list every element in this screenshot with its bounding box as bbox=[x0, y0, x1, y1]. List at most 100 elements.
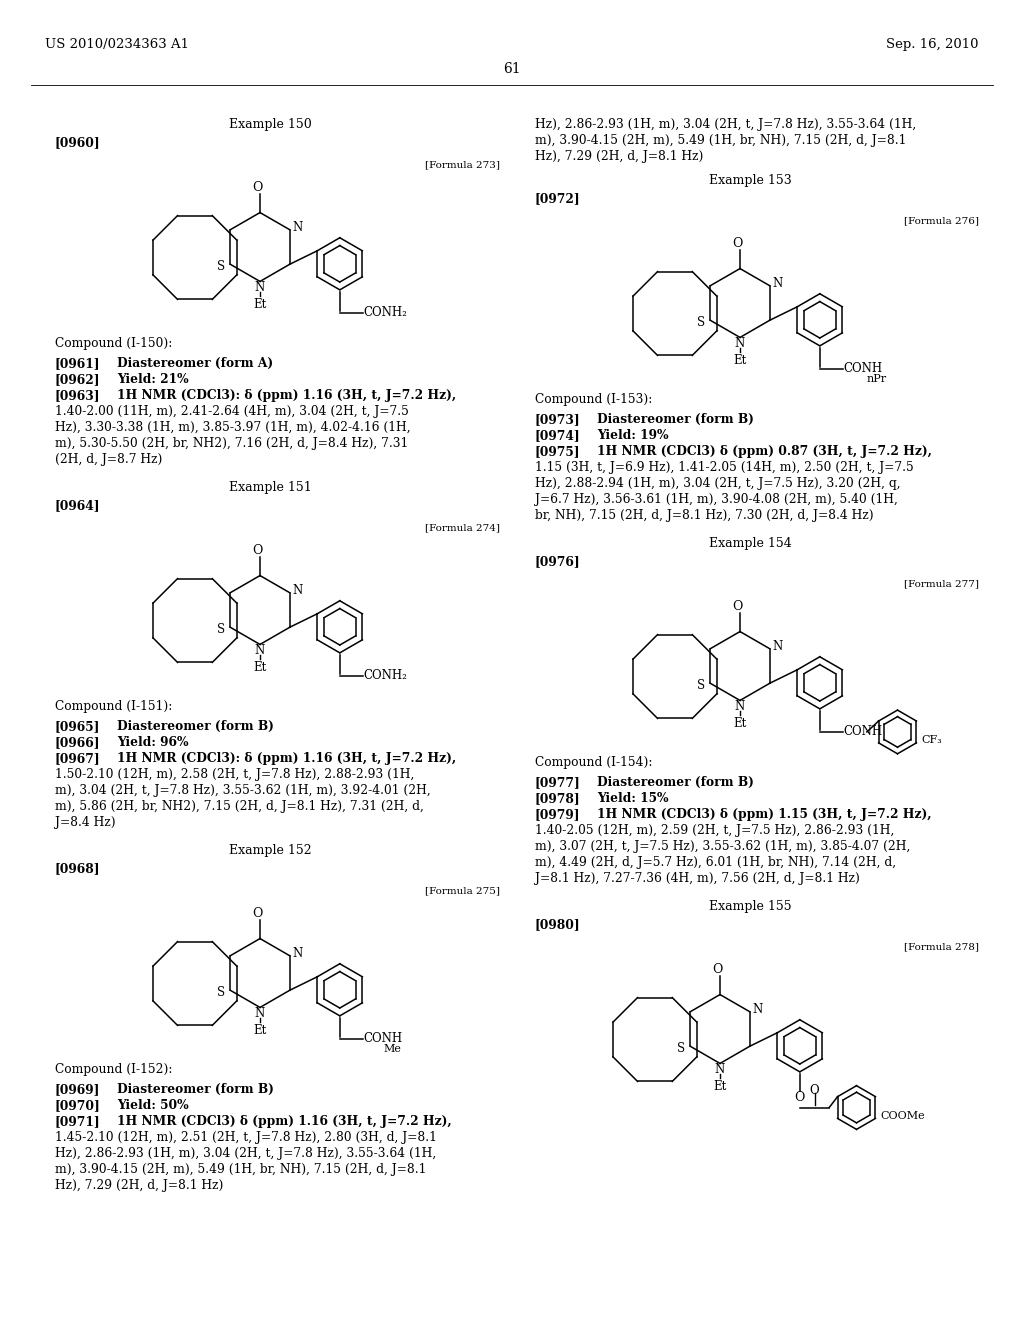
Text: [0970]: [0970] bbox=[55, 1100, 100, 1111]
Text: Et: Et bbox=[733, 717, 746, 730]
Text: Compound (I-150):: Compound (I-150): bbox=[55, 337, 172, 350]
Text: 61: 61 bbox=[503, 62, 521, 77]
Text: COOMe: COOMe bbox=[881, 1111, 925, 1121]
Text: [Formula 277]: [Formula 277] bbox=[904, 579, 979, 587]
Text: 1H NMR (CDCl3): δ (ppm) 1.16 (3H, t, J=7.2 Hz),: 1H NMR (CDCl3): δ (ppm) 1.16 (3H, t, J=7… bbox=[117, 752, 457, 766]
Text: Example 153: Example 153 bbox=[709, 174, 792, 187]
Text: Et: Et bbox=[714, 1080, 727, 1093]
Text: S: S bbox=[697, 315, 705, 329]
Text: [Formula 276]: [Formula 276] bbox=[904, 216, 979, 224]
Text: Et: Et bbox=[733, 354, 746, 367]
Text: CONH: CONH bbox=[844, 726, 883, 738]
Text: m), 3.07 (2H, t, J=7.5 Hz), 3.55-3.62 (1H, m), 3.85-4.07 (2H,: m), 3.07 (2H, t, J=7.5 Hz), 3.55-3.62 (1… bbox=[535, 840, 910, 853]
Text: Diastereomer (form B): Diastereomer (form B) bbox=[117, 719, 273, 733]
Text: m), 3.90-4.15 (2H, m), 5.49 (1H, br, NH), 7.15 (2H, d, J=8.1: m), 3.90-4.15 (2H, m), 5.49 (1H, br, NH)… bbox=[535, 135, 906, 147]
Text: Compound (I-154):: Compound (I-154): bbox=[535, 756, 652, 770]
Text: m), 3.90-4.15 (2H, m), 5.49 (1H, br, NH), 7.15 (2H, d, J=8.1: m), 3.90-4.15 (2H, m), 5.49 (1H, br, NH)… bbox=[55, 1163, 426, 1176]
Text: N: N bbox=[772, 277, 782, 290]
Text: 1H NMR (CDCl3) δ (ppm) 1.15 (3H, t, J=7.2 Hz),: 1H NMR (CDCl3) δ (ppm) 1.15 (3H, t, J=7.… bbox=[597, 808, 932, 821]
Text: [0975]: [0975] bbox=[535, 445, 581, 458]
Text: CONH: CONH bbox=[844, 363, 883, 375]
Text: [0966]: [0966] bbox=[55, 737, 100, 748]
Text: Hz), 2.88-2.94 (1H, m), 3.04 (2H, t, J=7.5 Hz), 3.20 (2H, q,: Hz), 2.88-2.94 (1H, m), 3.04 (2H, t, J=7… bbox=[535, 477, 901, 490]
Text: Et: Et bbox=[253, 298, 266, 312]
Text: N: N bbox=[715, 1063, 725, 1076]
Text: N: N bbox=[292, 585, 302, 597]
Text: J=6.7 Hz), 3.56-3.61 (1H, m), 3.90-4.08 (2H, m), 5.40 (1H,: J=6.7 Hz), 3.56-3.61 (1H, m), 3.90-4.08 … bbox=[535, 492, 898, 506]
Text: CF₃: CF₃ bbox=[922, 735, 942, 746]
Text: S: S bbox=[217, 986, 225, 999]
Text: 1.40-2.00 (11H, m), 2.41-2.64 (4H, m), 3.04 (2H, t, J=7.5: 1.40-2.00 (11H, m), 2.41-2.64 (4H, m), 3… bbox=[55, 405, 409, 418]
Text: O: O bbox=[253, 544, 263, 557]
Text: 1.45-2.10 (12H, m), 2.51 (2H, t, J=7.8 Hz), 2.80 (3H, d, J=8.1: 1.45-2.10 (12H, m), 2.51 (2H, t, J=7.8 H… bbox=[55, 1131, 437, 1144]
Text: Hz), 7.29 (2H, d, J=8.1 Hz): Hz), 7.29 (2H, d, J=8.1 Hz) bbox=[535, 150, 703, 162]
Text: [0977]: [0977] bbox=[535, 776, 581, 789]
Text: Yield: 96%: Yield: 96% bbox=[117, 737, 188, 748]
Text: [0973]: [0973] bbox=[535, 413, 581, 426]
Text: O: O bbox=[810, 1084, 819, 1097]
Text: US 2010/0234363 A1: US 2010/0234363 A1 bbox=[45, 38, 189, 51]
Text: Example 151: Example 151 bbox=[228, 480, 311, 494]
Text: [0965]: [0965] bbox=[55, 719, 100, 733]
Text: Yield: 50%: Yield: 50% bbox=[117, 1100, 188, 1111]
Text: [0964]: [0964] bbox=[55, 499, 100, 512]
Text: 1.40-2.05 (12H, m), 2.59 (2H, t, J=7.5 Hz), 2.86-2.93 (1H,: 1.40-2.05 (12H, m), 2.59 (2H, t, J=7.5 H… bbox=[535, 824, 894, 837]
Text: [0972]: [0972] bbox=[535, 191, 581, 205]
Text: Diastereomer (form B): Diastereomer (form B) bbox=[597, 413, 754, 426]
Text: [0962]: [0962] bbox=[55, 374, 100, 385]
Text: Example 150: Example 150 bbox=[228, 117, 311, 131]
Text: J=8.1 Hz), 7.27-7.36 (4H, m), 7.56 (2H, d, J=8.1 Hz): J=8.1 Hz), 7.27-7.36 (4H, m), 7.56 (2H, … bbox=[535, 873, 860, 884]
Text: nPr: nPr bbox=[867, 375, 887, 384]
Text: CONH₂: CONH₂ bbox=[364, 306, 408, 319]
Text: Diastereomer (form A): Diastereomer (form A) bbox=[117, 356, 273, 370]
Text: Compound (I-153):: Compound (I-153): bbox=[535, 393, 652, 407]
Text: N: N bbox=[255, 281, 265, 294]
Text: Yield: 15%: Yield: 15% bbox=[597, 792, 669, 805]
Text: [0969]: [0969] bbox=[55, 1082, 100, 1096]
Text: N: N bbox=[753, 1003, 763, 1016]
Text: [Formula 275]: [Formula 275] bbox=[425, 886, 500, 895]
Text: CONH₂: CONH₂ bbox=[364, 669, 408, 682]
Text: [Formula 278]: [Formula 278] bbox=[904, 942, 979, 950]
Text: [0960]: [0960] bbox=[55, 136, 100, 149]
Text: S: S bbox=[697, 678, 705, 692]
Text: Compound (I-152):: Compound (I-152): bbox=[55, 1063, 172, 1076]
Text: N: N bbox=[292, 948, 302, 960]
Text: m), 4.49 (2H, d, J=5.7 Hz), 6.01 (1H, br, NH), 7.14 (2H, d,: m), 4.49 (2H, d, J=5.7 Hz), 6.01 (1H, br… bbox=[535, 855, 896, 869]
Text: Hz), 2.86-2.93 (1H, m), 3.04 (2H, t, J=7.8 Hz), 3.55-3.64 (1H,: Hz), 2.86-2.93 (1H, m), 3.04 (2H, t, J=7… bbox=[55, 1147, 436, 1160]
Text: O: O bbox=[795, 1090, 805, 1104]
Text: S: S bbox=[217, 260, 225, 273]
Text: [0980]: [0980] bbox=[535, 917, 581, 931]
Text: Hz), 7.29 (2H, d, J=8.1 Hz): Hz), 7.29 (2H, d, J=8.1 Hz) bbox=[55, 1179, 223, 1192]
Text: [0976]: [0976] bbox=[535, 554, 581, 568]
Text: S: S bbox=[677, 1041, 685, 1055]
Text: [Formula 273]: [Formula 273] bbox=[425, 160, 500, 169]
Text: Diastereomer (form B): Diastereomer (form B) bbox=[117, 1082, 273, 1096]
Text: Me: Me bbox=[384, 1044, 401, 1055]
Text: 1H NMR (CDCl3): δ (ppm) 1.16 (3H, t, J=7.2 Hz),: 1H NMR (CDCl3): δ (ppm) 1.16 (3H, t, J=7… bbox=[117, 389, 457, 403]
Text: O: O bbox=[253, 181, 263, 194]
Text: 1.15 (3H, t, J=6.9 Hz), 1.41-2.05 (14H, m), 2.50 (2H, t, J=7.5: 1.15 (3H, t, J=6.9 Hz), 1.41-2.05 (14H, … bbox=[535, 461, 913, 474]
Text: [Formula 274]: [Formula 274] bbox=[425, 523, 500, 532]
Text: Diastereomer (form B): Diastereomer (form B) bbox=[597, 776, 754, 789]
Text: m), 5.86 (2H, br, NH2), 7.15 (2H, d, J=8.1 Hz), 7.31 (2H, d,: m), 5.86 (2H, br, NH2), 7.15 (2H, d, J=8… bbox=[55, 800, 424, 813]
Text: N: N bbox=[735, 337, 745, 350]
Text: Example 155: Example 155 bbox=[709, 900, 792, 913]
Text: Yield: 21%: Yield: 21% bbox=[117, 374, 188, 385]
Text: 1H NMR (CDCl3) δ (ppm) 0.87 (3H, t, J=7.2 Hz),: 1H NMR (CDCl3) δ (ppm) 0.87 (3H, t, J=7.… bbox=[597, 445, 932, 458]
Text: Et: Et bbox=[253, 661, 266, 675]
Text: Et: Et bbox=[253, 1024, 266, 1038]
Text: J=8.4 Hz): J=8.4 Hz) bbox=[55, 816, 116, 829]
Text: [0967]: [0967] bbox=[55, 752, 100, 766]
Text: CONH: CONH bbox=[364, 1032, 402, 1045]
Text: [0961]: [0961] bbox=[55, 356, 100, 370]
Text: 1H NMR (CDCl3) δ (ppm) 1.16 (3H, t, J=7.2 Hz),: 1H NMR (CDCl3) δ (ppm) 1.16 (3H, t, J=7.… bbox=[117, 1115, 452, 1129]
Text: N: N bbox=[772, 640, 782, 653]
Text: O: O bbox=[733, 599, 743, 612]
Text: N: N bbox=[292, 222, 302, 234]
Text: N: N bbox=[255, 1007, 265, 1020]
Text: [0978]: [0978] bbox=[535, 792, 581, 805]
Text: Yield: 19%: Yield: 19% bbox=[597, 429, 669, 442]
Text: br, NH), 7.15 (2H, d, J=8.1 Hz), 7.30 (2H, d, J=8.4 Hz): br, NH), 7.15 (2H, d, J=8.1 Hz), 7.30 (2… bbox=[535, 510, 873, 521]
Text: [0971]: [0971] bbox=[55, 1115, 100, 1129]
